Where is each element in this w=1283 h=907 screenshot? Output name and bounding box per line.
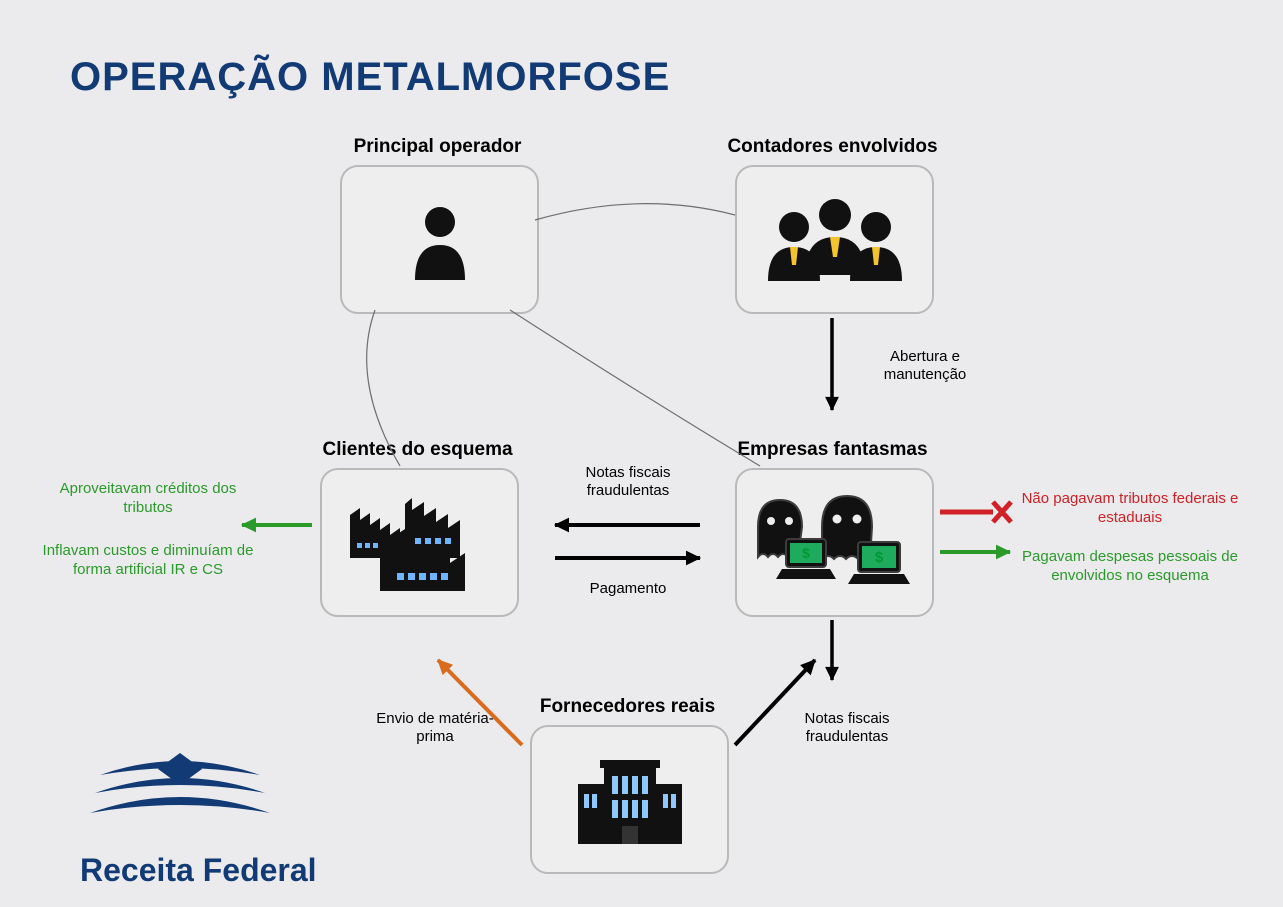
- building-icon: [570, 750, 690, 850]
- label-contadores: Contadores envolvidos: [700, 136, 965, 158]
- label-empresas: Empresas fantasmas: [715, 439, 950, 461]
- note-right-2: Pagavam despesas pessoais de envolvidos …: [1020, 548, 1240, 586]
- person-icon: [405, 200, 475, 280]
- edge-pagamento: Pagamento: [548, 580, 708, 598]
- note-left-1: Aproveitavam créditos dos tributos: [38, 480, 258, 518]
- label-operador: Principal operador: [340, 136, 535, 158]
- ghost-companies-icon: $ $: [750, 493, 920, 593]
- box-contadores: [735, 165, 934, 314]
- svg-text:$: $: [874, 549, 883, 566]
- page-title: OPERAÇÃO METALMORFOSE: [70, 55, 670, 100]
- edge-notas-forn: Notas fiscais fraudulentas: [772, 710, 922, 746]
- edge-envio: Envio de matéria-prima: [360, 710, 510, 746]
- svg-text:$: $: [802, 545, 810, 561]
- note-right-1: Não pagavam tributos federais e estaduai…: [1020, 490, 1240, 528]
- edge-abertura: Abertura e manutenção: [850, 348, 1000, 384]
- box-fornecedores: [530, 725, 729, 874]
- label-fornecedores: Fornecedores reais: [510, 696, 745, 718]
- label-clientes: Clientes do esquema: [300, 439, 535, 461]
- note-left-2: Inflavam custos e diminuíam de forma art…: [38, 542, 258, 580]
- box-clientes: [320, 468, 519, 617]
- factories-icon: [345, 493, 495, 593]
- receita-federal-logo-text: Receita Federal: [80, 852, 317, 889]
- edge-notas-top: Notas fiscais fraudulentas: [548, 464, 708, 500]
- people-group-icon: [760, 195, 910, 285]
- box-operador: [340, 165, 539, 314]
- box-empresas: $ $: [735, 468, 934, 617]
